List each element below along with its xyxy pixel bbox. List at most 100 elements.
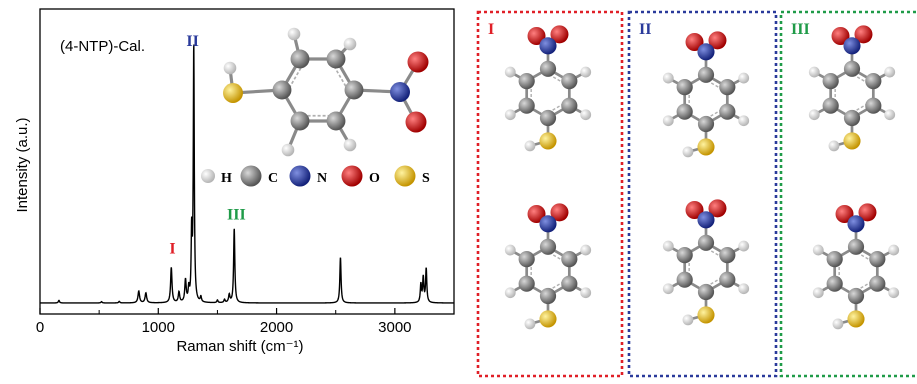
atom-C: [518, 251, 535, 268]
atom-C: [539, 238, 557, 255]
atom-H: [281, 143, 295, 157]
legend-label-s: S: [422, 171, 430, 186]
atom-S: [539, 132, 557, 150]
x-tick-label: 0: [36, 319, 44, 336]
atom-C: [822, 73, 839, 90]
atom-C: [561, 251, 578, 268]
panel-i-atoms: [504, 25, 592, 330]
atom-H: [662, 283, 674, 295]
panel-iii-atoms: [808, 25, 900, 330]
x-tick-label: 1000: [142, 319, 175, 336]
atom-O: [527, 27, 546, 45]
atom-O: [854, 25, 873, 44]
panel-ii-label: II: [639, 21, 651, 38]
legend-label-o: O: [369, 171, 380, 186]
atom-C: [843, 60, 861, 77]
atom-C: [326, 49, 346, 69]
atom-O: [685, 33, 704, 51]
atom-H: [808, 109, 820, 121]
y-axis-label: Intensity (a.u.): [14, 117, 31, 212]
atom-O: [708, 199, 727, 218]
atom-H: [504, 109, 516, 121]
atom-N: [697, 43, 715, 61]
atom-C: [290, 49, 310, 69]
atom-H: [343, 37, 357, 51]
atom-H: [504, 244, 516, 256]
atom-S: [223, 83, 243, 103]
atom-C: [719, 247, 736, 264]
atom-O: [407, 51, 429, 73]
atom-C: [865, 97, 882, 114]
atom-O: [550, 203, 569, 222]
panel-i-frame: [476, 10, 624, 378]
atom-C: [676, 103, 693, 120]
atom-C: [676, 79, 693, 96]
atom-C: [847, 238, 865, 255]
atom-N: [539, 37, 557, 55]
panel-ii-atoms: [662, 31, 750, 326]
atom-S: [539, 310, 557, 328]
atom-C: [826, 275, 843, 292]
atom-N: [697, 211, 715, 229]
atom-C: [518, 275, 535, 292]
molecule-bonds: [228, 33, 420, 151]
atom-C: [561, 73, 578, 90]
atom-H: [812, 244, 824, 256]
atom-C: [539, 287, 557, 305]
atom-O: [858, 203, 877, 222]
atom-S: [697, 306, 715, 324]
atom-H: [738, 72, 750, 84]
atom-H: [504, 66, 516, 78]
atom-C: [869, 251, 886, 268]
atom-H: [287, 27, 301, 41]
atom-H: [884, 66, 896, 78]
atom-C: [697, 115, 715, 133]
atom-C: [719, 271, 736, 288]
atom-H: [738, 240, 750, 252]
atom-N: [539, 215, 557, 233]
peak-label-ii: II: [186, 33, 198, 50]
atom-H: [580, 287, 592, 299]
atom-H: [828, 140, 840, 152]
peak-label-iii: III: [227, 206, 246, 223]
atom-C: [847, 287, 865, 305]
atom-C: [697, 234, 715, 251]
legend-atom-o-icon: [341, 165, 363, 187]
atom-H: [812, 287, 824, 299]
atom-N: [847, 215, 865, 233]
atom-H: [738, 283, 750, 295]
atom-C: [518, 73, 535, 90]
x-tick-label: 2000: [260, 319, 293, 336]
atom-H: [524, 318, 536, 330]
atom-C: [697, 283, 715, 301]
atom-H: [682, 146, 694, 158]
legend-atom-n-icon: [289, 165, 311, 187]
legend-label-c: C: [268, 171, 278, 186]
atom-C: [344, 80, 364, 100]
bond-double: [288, 65, 303, 89]
atom-H: [662, 240, 674, 252]
atom-O: [527, 205, 546, 223]
atom-C: [865, 73, 882, 90]
atom-C: [539, 60, 557, 77]
panel-i-label: I: [488, 21, 494, 38]
atom-H: [884, 109, 896, 121]
atom-O: [685, 201, 704, 219]
raman-chart: Intensity (a.u.) Raman shift (cm⁻¹) (4-N…: [14, 8, 455, 355]
atom-O: [405, 111, 427, 133]
atom-C: [561, 97, 578, 114]
atom-C: [518, 97, 535, 114]
atom-H: [662, 115, 674, 127]
atom-C: [719, 79, 736, 96]
atom-C: [539, 109, 557, 127]
mode-panels: I II III: [476, 10, 917, 378]
atom-O: [831, 27, 850, 45]
atom-H: [738, 115, 750, 127]
atom-C: [826, 251, 843, 268]
atom-H: [682, 314, 694, 326]
peak-label-i: I: [169, 240, 175, 257]
atom-N: [843, 37, 861, 55]
atom-O: [708, 31, 727, 50]
